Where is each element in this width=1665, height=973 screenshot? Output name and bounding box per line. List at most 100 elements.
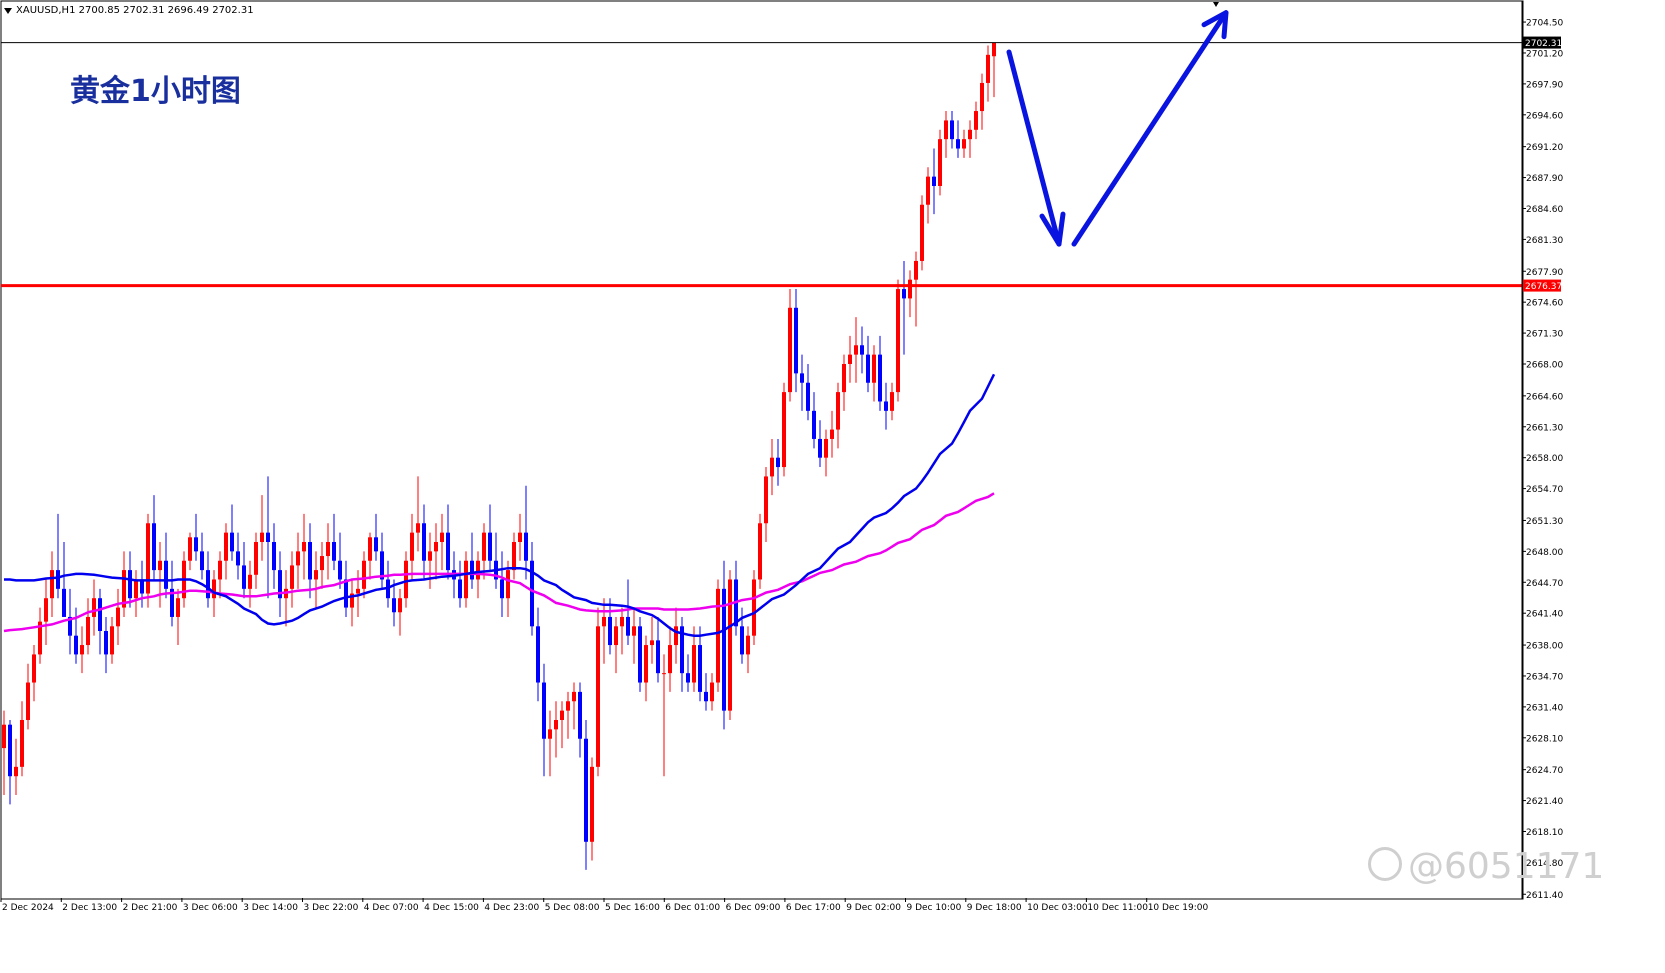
price-lines-layer bbox=[1, 42, 1522, 288]
time-tick-label: 10 Dec 11:00 bbox=[1087, 903, 1148, 913]
candle-body bbox=[752, 579, 756, 636]
candle-body bbox=[482, 532, 486, 561]
price-tick-label: 2658.00 bbox=[1526, 454, 1563, 464]
candle-body bbox=[620, 616, 624, 627]
candle-body bbox=[956, 139, 960, 149]
candle-body bbox=[926, 176, 930, 205]
candle-body bbox=[854, 345, 858, 355]
candle-body bbox=[176, 598, 180, 617]
candle-body bbox=[146, 523, 150, 594]
candle-body bbox=[62, 588, 66, 617]
candle-body bbox=[944, 120, 948, 140]
price-tick-label: 2694.60 bbox=[1526, 111, 1563, 121]
candle-body bbox=[356, 588, 360, 594]
candle-body bbox=[668, 645, 672, 674]
candle-body bbox=[140, 579, 144, 594]
price-tick-label: 2681.30 bbox=[1526, 236, 1563, 246]
candle-body bbox=[932, 176, 936, 186]
candle-body bbox=[254, 542, 258, 575]
time-tick-label: 9 Dec 02:00 bbox=[846, 903, 901, 913]
candle-body bbox=[770, 457, 774, 477]
candle-body bbox=[806, 382, 810, 411]
price-axis[interactable]: 2704.50 2701.20 2697.90 2694.60 2691.20 2687.… bbox=[1521, 1, 1563, 901]
candle-body bbox=[86, 616, 90, 646]
time-tick-label: 3 Dec 22:00 bbox=[304, 903, 359, 913]
time-tick-label: 6 Dec 17:00 bbox=[786, 903, 841, 913]
price-tick-label: 2648.00 bbox=[1526, 548, 1563, 558]
candle-body bbox=[56, 570, 60, 589]
watermark: @6051171 bbox=[1368, 846, 1604, 887]
ma-fast-line bbox=[4, 373, 996, 637]
candle-body bbox=[128, 570, 132, 599]
dropdown-triangle-icon[interactable] bbox=[4, 8, 12, 14]
candle-body bbox=[248, 574, 252, 589]
candle-body bbox=[710, 682, 714, 702]
time-tick-label: 4 Dec 15:00 bbox=[424, 903, 479, 913]
candle-body bbox=[584, 738, 588, 842]
candle-body bbox=[296, 551, 300, 566]
candle-body bbox=[302, 542, 306, 552]
price-tick-label: 2661.30 bbox=[1526, 423, 1563, 433]
time-tick-label: 2 Dec 13:00 bbox=[62, 903, 117, 913]
price-tick-label: 2704.50 bbox=[1526, 19, 1563, 29]
candle-body bbox=[398, 598, 402, 613]
candle-body bbox=[980, 82, 984, 112]
candle-body bbox=[548, 729, 552, 739]
candle-body bbox=[878, 354, 882, 402]
price-tick-label: 2651.30 bbox=[1526, 517, 1563, 527]
candle-body bbox=[848, 354, 852, 364]
current-price-tag bbox=[1523, 36, 1561, 49]
candle-body bbox=[776, 457, 780, 468]
candle-body bbox=[518, 532, 522, 542]
arrow-drawings-layer bbox=[1006, 10, 1229, 247]
time-tick-label: 6 Dec 01:00 bbox=[665, 903, 720, 913]
candle-body bbox=[2, 724, 6, 749]
candle-body bbox=[230, 532, 234, 552]
candle-body bbox=[938, 139, 942, 186]
candle-body bbox=[884, 401, 888, 411]
candle-body bbox=[650, 640, 654, 646]
time-axis[interactable]: 2 Dec 2024 2 Dec 13:00 2 Dec 21:00 3 Dec 06… bbox=[0, 898, 1209, 913]
candle-body bbox=[902, 289, 906, 299]
ma-slow-line bbox=[3, 492, 995, 633]
candle-body bbox=[950, 120, 954, 140]
candle-body bbox=[968, 129, 972, 140]
candle-body bbox=[92, 598, 96, 617]
current-price-label: 2702.31 bbox=[1525, 39, 1562, 49]
candle-body bbox=[26, 682, 30, 720]
candle-body bbox=[446, 532, 450, 571]
candle-body bbox=[578, 691, 582, 739]
candle-body bbox=[242, 565, 246, 589]
down-arrow-head bbox=[1039, 211, 1066, 247]
candle-body bbox=[458, 579, 462, 599]
time-tick-label: 9 Dec 18:00 bbox=[967, 903, 1022, 913]
candle-body bbox=[698, 645, 702, 692]
candle-body bbox=[716, 588, 720, 683]
time-tick-label: 10 Dec 19:00 bbox=[1148, 903, 1209, 913]
price-tick-label: 2638.00 bbox=[1526, 642, 1563, 652]
candle-body bbox=[626, 616, 630, 636]
candle-body bbox=[224, 532, 228, 561]
time-tick-label: 5 Dec 16:00 bbox=[605, 903, 660, 913]
candle-body bbox=[638, 626, 642, 683]
candle-body bbox=[278, 570, 282, 599]
candle-body bbox=[590, 766, 594, 842]
candle-body bbox=[362, 560, 366, 589]
candle-body bbox=[116, 607, 120, 627]
candle-body bbox=[596, 626, 600, 767]
candle-body bbox=[236, 551, 240, 566]
up-arrow-shaft bbox=[1071, 10, 1229, 247]
candle-body bbox=[200, 551, 204, 571]
candle-body bbox=[464, 560, 468, 599]
candle-body bbox=[98, 598, 102, 631]
candle-body bbox=[992, 42, 996, 57]
price-tick-label: 2697.90 bbox=[1526, 80, 1563, 90]
candle-body bbox=[974, 111, 978, 130]
candle-body bbox=[818, 438, 822, 458]
candle-body bbox=[392, 598, 396, 613]
candle-body bbox=[740, 626, 744, 655]
candle-body bbox=[602, 616, 606, 627]
time-tick-label: 3 Dec 14:00 bbox=[243, 903, 298, 913]
chart-shift-marker-icon[interactable] bbox=[1213, 2, 1219, 7]
